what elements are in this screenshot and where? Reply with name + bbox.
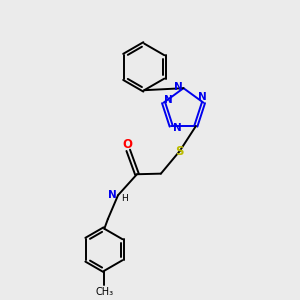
Text: H: H	[121, 194, 128, 202]
Text: N: N	[164, 95, 173, 105]
Text: N: N	[172, 123, 182, 133]
Text: N: N	[198, 92, 206, 102]
Text: N: N	[174, 82, 183, 92]
Text: S: S	[175, 145, 184, 158]
Text: N: N	[108, 190, 117, 200]
Text: O: O	[123, 138, 133, 151]
Text: CH₃: CH₃	[95, 287, 113, 297]
